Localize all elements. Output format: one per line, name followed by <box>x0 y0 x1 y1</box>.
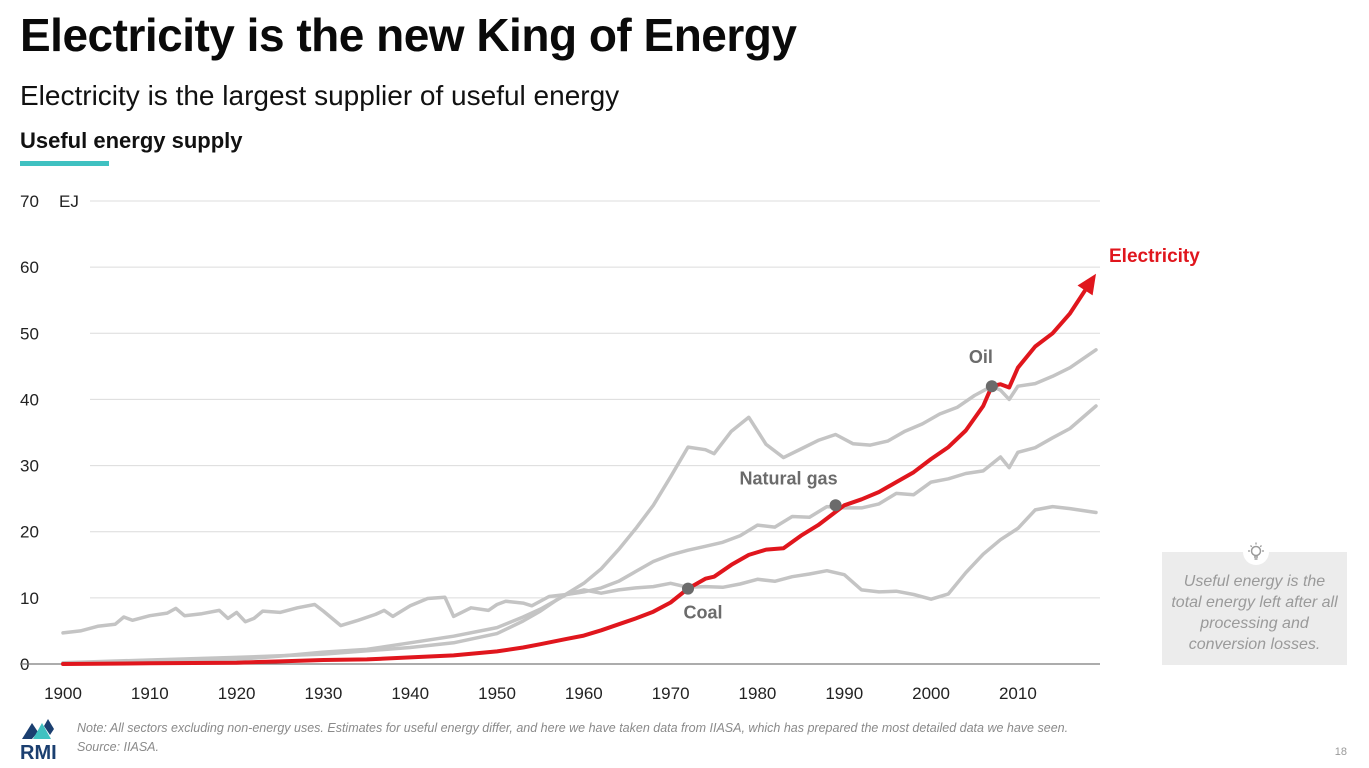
y-axis-unit-label: EJ <box>59 192 79 211</box>
x-tick-label: 1920 <box>218 684 256 703</box>
y-tick-label: 70 <box>20 192 39 211</box>
x-tick-label: 1950 <box>478 684 516 703</box>
lightbulb-icon <box>1243 539 1269 565</box>
series-line-oil <box>61 348 1098 665</box>
x-tick-label: 1930 <box>305 684 343 703</box>
series-line-electricity <box>61 286 1089 666</box>
x-tick-label: 1980 <box>739 684 777 703</box>
x-tick-label: 1940 <box>391 684 429 703</box>
info-box: Useful energy is the total energy left a… <box>1162 539 1347 665</box>
x-tick-label: 1960 <box>565 684 603 703</box>
rmi-logo: RMI <box>20 719 57 761</box>
crossover-marker-natural-gas <box>829 499 842 512</box>
page-title: Electricity is the new King of Energy <box>20 9 797 61</box>
x-tick-label: 2010 <box>999 684 1037 703</box>
x-tick-label: 1900 <box>44 684 82 703</box>
logo-text: RMI <box>20 742 57 761</box>
y-tick-label: 10 <box>20 589 39 608</box>
info-box-text: Useful energy is the total energy left a… <box>1171 573 1338 653</box>
x-tick-label: 1970 <box>652 684 690 703</box>
y-tick-label: 50 <box>20 324 39 343</box>
y-tick-label: 30 <box>20 457 39 476</box>
electricity-arrowhead <box>1077 273 1096 296</box>
page-subtitle: Electricity is the largest supplier of u… <box>20 80 620 111</box>
footnote: Note: All sectors excluding non-energy u… <box>77 719 1068 757</box>
x-tick-label: 2000 <box>912 684 950 703</box>
series-line-natural-gas <box>61 404 1098 666</box>
chart-heading: Useful energy supply <box>20 128 243 153</box>
crossover-marker-oil <box>985 380 998 393</box>
series-line-coal <box>61 504 1098 635</box>
page-number: 18 <box>1334 746 1347 758</box>
chart-heading-underline <box>20 161 109 166</box>
y-tick-label: 60 <box>20 258 39 277</box>
x-tick-label: 1910 <box>131 684 169 703</box>
series-label-electricity: Electricity <box>1109 246 1200 267</box>
x-tick-label: 1990 <box>825 684 863 703</box>
annotation-label-oil: Oil <box>969 347 993 367</box>
annotation-label-natural-gas: Natural gas <box>740 468 838 488</box>
crossover-marker-coal <box>682 582 695 595</box>
note-text: Note: All sectors excluding non-energy u… <box>77 721 1069 735</box>
y-tick-label: 40 <box>20 390 39 409</box>
source-text: Source: IIASA. <box>77 740 159 754</box>
annotation-label-coal: Coal <box>684 603 723 623</box>
y-tick-label: 20 <box>20 523 39 542</box>
